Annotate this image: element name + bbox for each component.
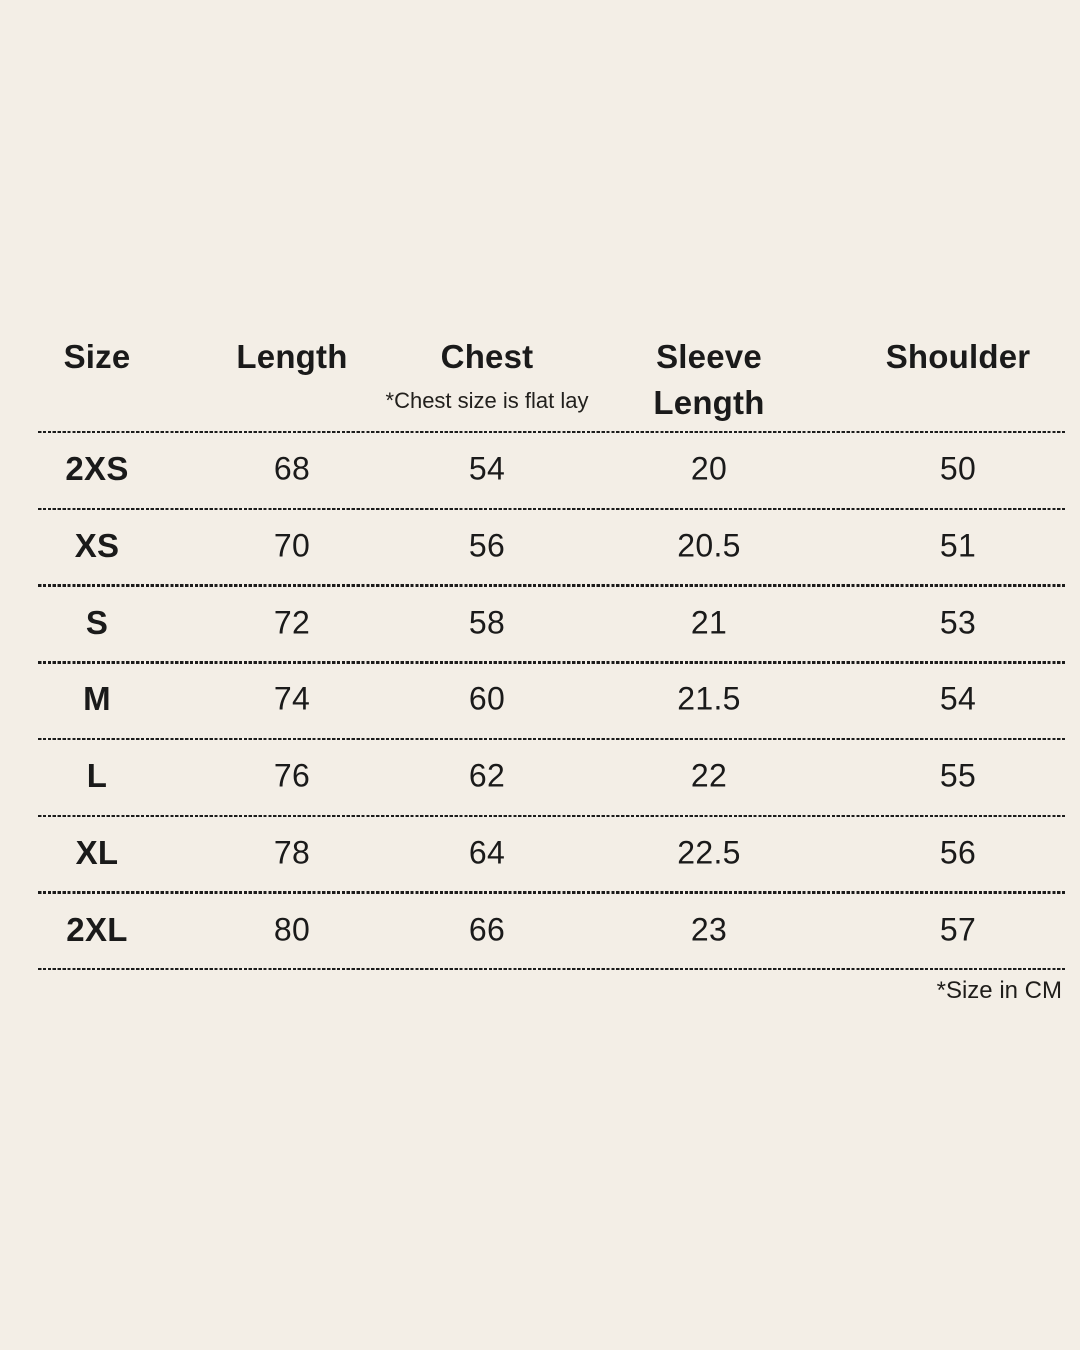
table-row: XS 70 56 20.5 51 <box>38 507 1065 585</box>
table-row: L 76 62 22 55 <box>38 737 1065 815</box>
sleeve-length-cell: 20.5 <box>677 527 741 564</box>
size-in-cm-note: *Size in CM <box>936 977 1062 1005</box>
chest-cell: 56 <box>468 527 506 564</box>
shoulder-cell: 51 <box>939 527 977 564</box>
size-cell: M <box>83 680 111 718</box>
chest-cell: 62 <box>468 757 506 794</box>
shoulder-cell: 53 <box>939 604 977 641</box>
shoulder-cell: 54 <box>939 680 977 717</box>
size-cell: XL <box>75 833 119 871</box>
length-cell: 68 <box>273 450 311 487</box>
length-cell: 80 <box>273 911 311 948</box>
column-header-length: Length <box>236 338 348 375</box>
chest-cell: 54 <box>468 450 506 487</box>
column-header-size: Size <box>63 338 131 375</box>
table-row: 2XS 68 54 20 50 <box>38 431 1065 508</box>
length-cell: 78 <box>273 834 311 871</box>
sleeve-length-cell: 20 <box>690 450 728 487</box>
table-row: M 74 60 21.5 54 <box>38 661 1065 738</box>
length-cell: 74 <box>273 680 311 717</box>
chest-cell: 58 <box>468 604 506 641</box>
table-header-row: Size Length Chest *Chest size is flat la… <box>38 330 1065 431</box>
chest-flat-lay-note: *Chest size is flat lay <box>385 388 589 413</box>
table-row: S 72 58 21 53 <box>38 584 1065 661</box>
size-cell: L <box>86 757 108 795</box>
table-row: 2XL 80 66 23 57 <box>38 891 1065 968</box>
chest-cell: 64 <box>468 834 506 871</box>
length-cell: 72 <box>273 604 311 641</box>
column-header-chest: Chest <box>440 338 534 375</box>
length-cell: 70 <box>273 527 311 564</box>
sleeve-length-cell: 23 <box>690 911 728 948</box>
shoulder-cell: 57 <box>939 911 977 948</box>
chest-cell: 60 <box>468 680 506 717</box>
shoulder-cell: 50 <box>939 450 977 487</box>
length-cell: 76 <box>273 757 311 794</box>
column-header-sleeve-line1: Sleeve <box>656 338 762 375</box>
shoulder-cell: 56 <box>939 834 977 871</box>
column-header-sleeve-line2: Length <box>653 384 765 421</box>
shoulder-cell: 55 <box>939 757 977 794</box>
sleeve-length-cell: 22.5 <box>677 834 741 871</box>
size-cell: S <box>85 603 109 641</box>
size-cell: 2XS <box>65 450 129 488</box>
sleeve-length-cell: 22 <box>690 757 728 794</box>
size-cell: XS <box>74 527 120 565</box>
size-cell: 2XL <box>66 910 128 948</box>
table-bottom-divider <box>38 967 1065 971</box>
sleeve-length-cell: 21 <box>690 604 728 641</box>
sleeve-length-cell: 21.5 <box>677 680 741 717</box>
chest-cell: 66 <box>468 911 506 948</box>
column-header-shoulder: Shoulder <box>885 338 1031 375</box>
table-row: XL 78 64 22.5 56 <box>38 814 1065 892</box>
size-table: Size Length Chest *Chest size is flat la… <box>38 330 1065 1005</box>
